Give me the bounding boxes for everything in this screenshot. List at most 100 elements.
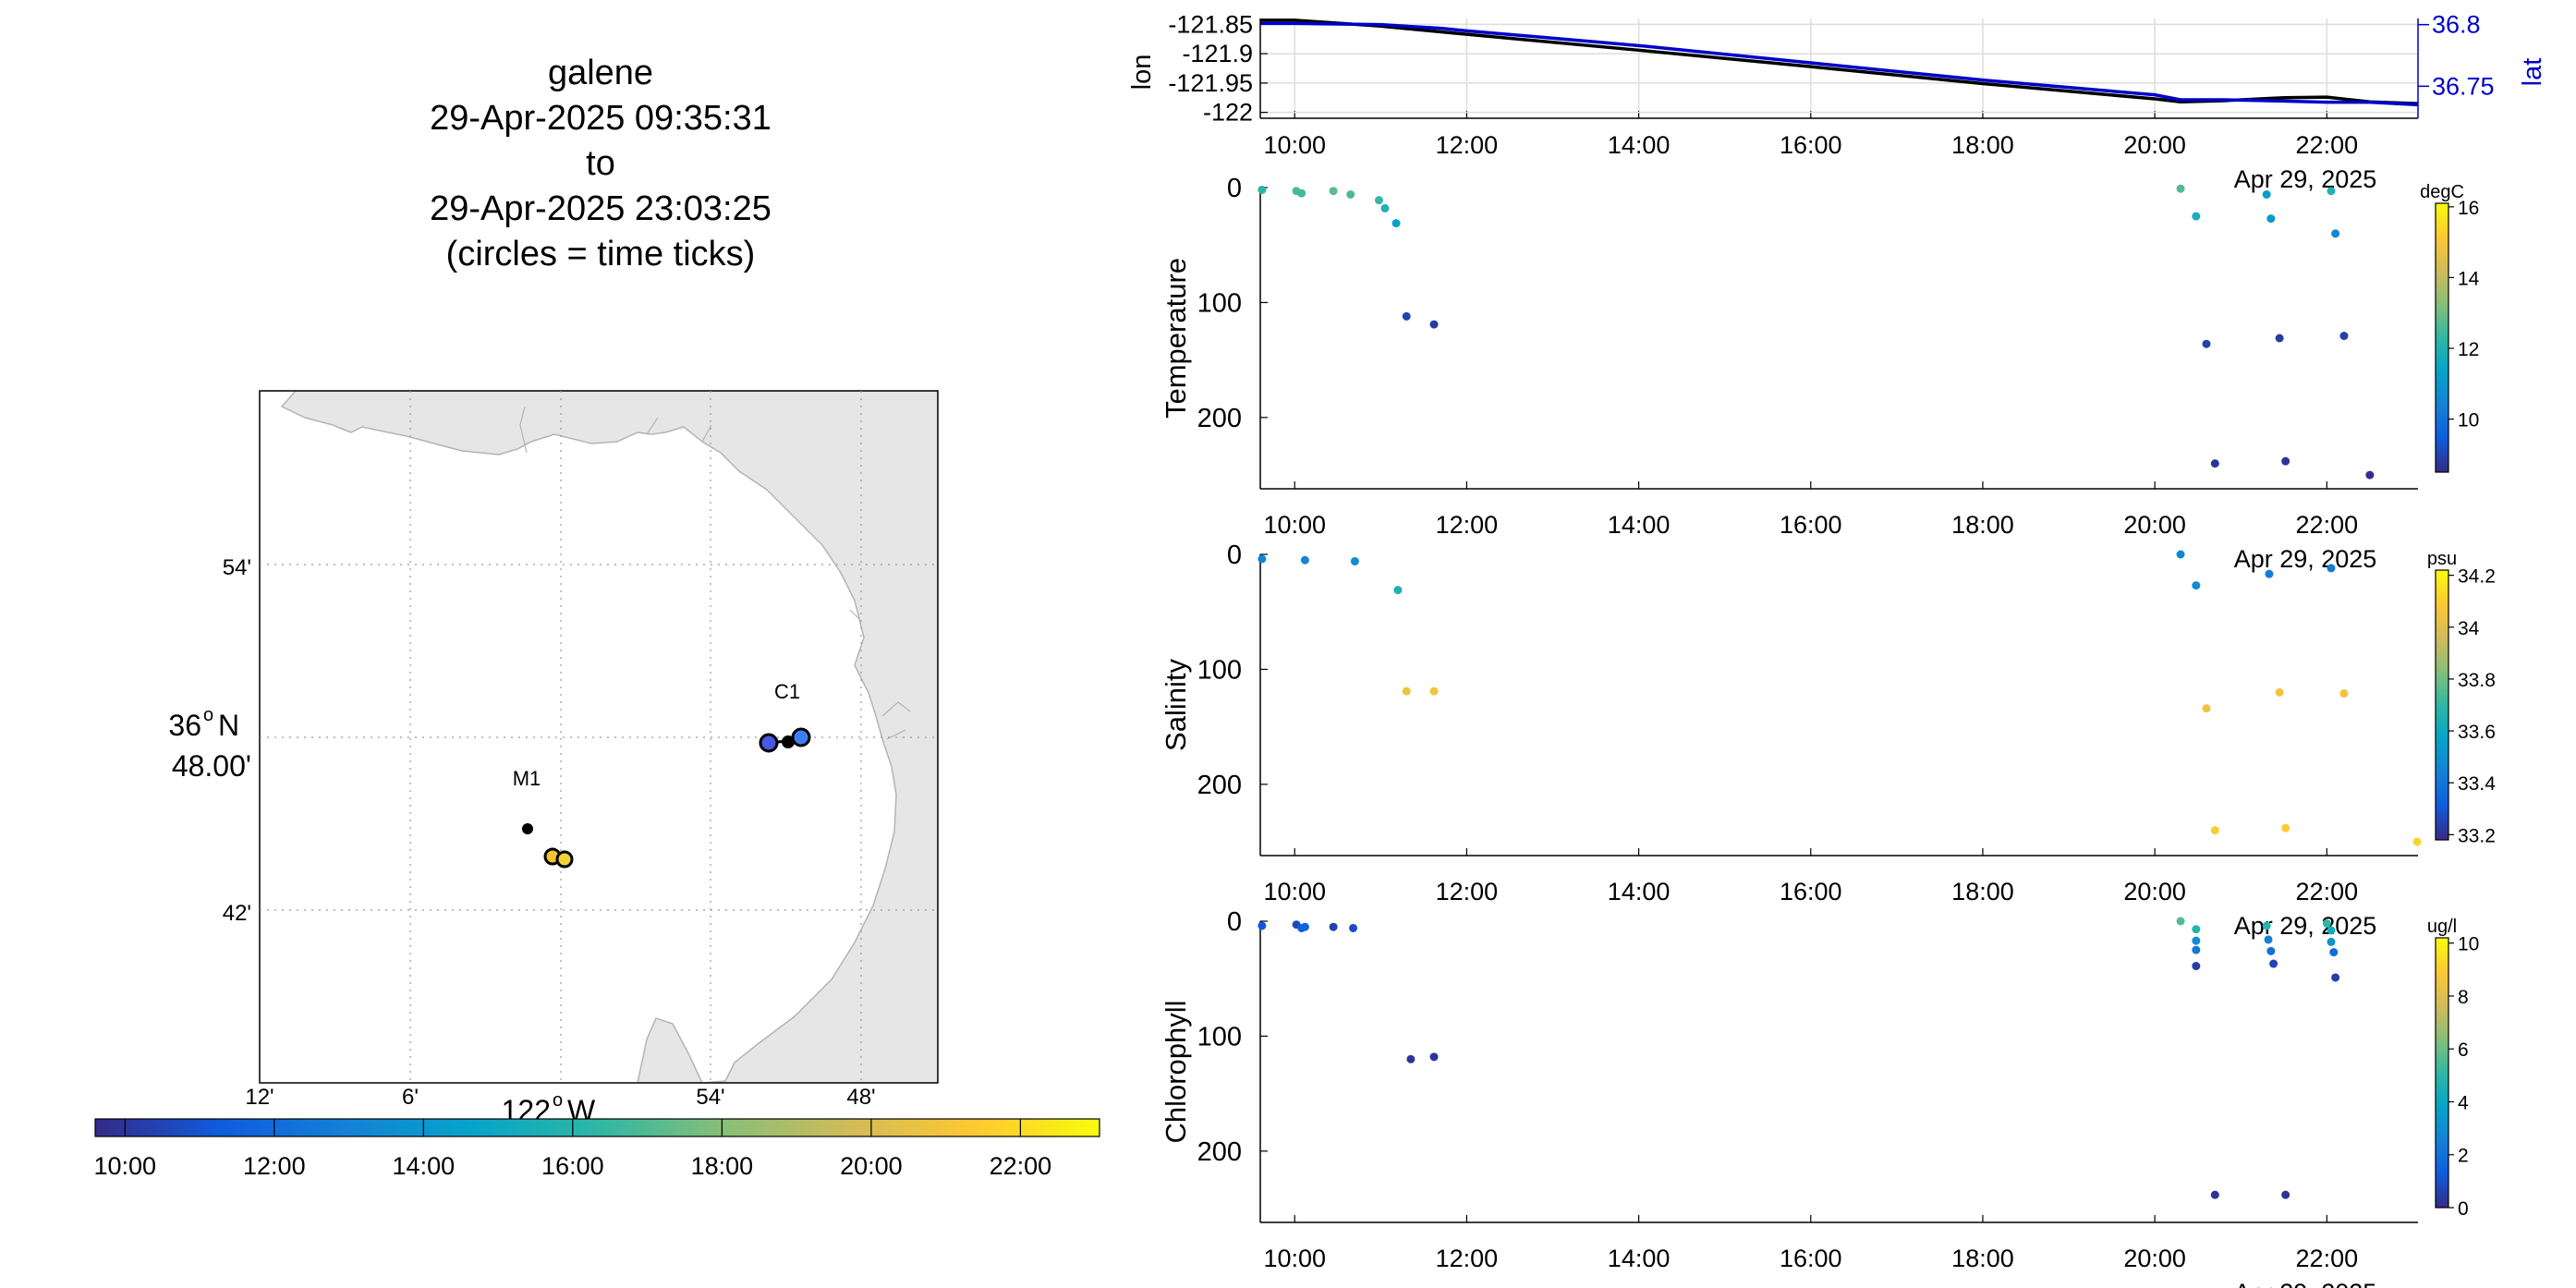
vehicle-track [543,727,811,869]
y-tick-label: -121.9 [1182,40,1253,67]
x-tick-label: 20:00 [2123,511,2186,539]
x-tick-label: 12:00 [1436,1245,1499,1272]
data-point [2192,945,2201,954]
y-tick-label: 100 [1197,1022,1242,1051]
station-label-c1: C1 [774,680,800,703]
colorbar-tick-label: 0 [2458,1198,2469,1220]
data-point [2210,826,2219,835]
map-lat-minutes: 48.00' [172,749,251,783]
x-tick-label: 14:00 [1608,1245,1671,1272]
map-graticule [260,391,938,1083]
data-point [1300,922,1309,931]
colorbar-tick-label: 14 [2458,268,2480,289]
y-tick-label: 100 [1197,288,1242,318]
x-tick-label: 16:00 [1780,878,1842,905]
data-point [1329,187,1338,196]
map-lon-tick-6: 6' [402,1085,419,1110]
time-colorbar: 10:00 12:00 14:00 16:00 18:00 20:00 22:00 [94,1118,1100,1180]
time-colorbar-tick-label: 18:00 [691,1152,754,1180]
map-lon-tick-54: 54' [696,1085,724,1110]
track-time-tick-2200 [791,727,811,747]
x-tick-label: 22:00 [2296,511,2359,539]
time-colorbar-tick-label: 14:00 [393,1152,456,1180]
colorbar [2435,202,2449,473]
data-point [2329,948,2339,957]
x-axis-date-label: Apr 29, 2025 [2234,912,2377,940]
temperature-panel: 10:00 12:00 14:00 16:00 18:00 20:00 22:00 Apr 2… [1160,174,2480,573]
data-point [2281,1190,2290,1199]
lon-lat-panel: 10:00 12:00 14:00 16:00 18:00 20:00 22:00 Apr 2… [1127,10,2547,193]
y-tick-label: 200 [1197,404,1242,433]
y-tick-label: -121.85 [1168,10,1253,38]
colorbar-tick-label: 4 [2458,1092,2469,1113]
data-point [2281,823,2290,832]
time-colorbar-tick-label: 20:00 [840,1152,903,1180]
title-to: to [586,144,615,183]
colorbar-tick-label: 12 [2458,339,2479,360]
colorbar-tick-label: 2 [2458,1146,2469,1167]
salinity-panel: 10:00 12:00 14:00 16:00 18:00 20:00 22:00 Apr 2… [1160,541,2496,940]
data-point [1380,203,1390,213]
land-mass [260,391,938,1083]
colorbar [2435,937,2449,1209]
x-tick-label: 22:00 [2296,131,2359,159]
river-1 [519,406,911,740]
data-point [2176,550,2185,559]
data-point [2176,917,2185,926]
map-lat-degrees: 36 [168,709,201,742]
x-tick-label: 16:00 [1780,131,1842,159]
y-tick-label: 0 [1227,907,1242,937]
data-point [1258,185,1267,194]
data-point [2412,837,2422,846]
x-tick-label: 20:00 [2123,1245,2186,1272]
x-tick-label: 18:00 [1951,511,2014,539]
colorbar-tick-label: 8 [2458,987,2469,1008]
x-tick-label: 10:00 [1263,511,1326,539]
track-time-tick-2000 [759,733,779,753]
time-colorbar-tick-label: 22:00 [990,1152,1052,1180]
data-point [2327,937,2336,946]
data-point [2266,214,2276,224]
data-point [1374,196,1383,205]
colorbar-tick-label: 34 [2458,618,2480,639]
y-tick-label: 200 [1197,771,1242,800]
station-marker-m1 [522,823,533,834]
data-point [2264,935,2273,944]
data-point [2265,569,2274,578]
x-tick-label: 16:00 [1780,511,1842,539]
series-line-lon [1260,18,2419,105]
data-point [1297,188,1306,198]
colorbar-tick-label: 16 [2458,198,2479,219]
x-tick-label: 18:00 [1951,131,2014,159]
colorbar-tick-label: 33.6 [2458,722,2496,743]
x-axis-date-label: Apr 29, 2025 [2234,1279,2377,1288]
colorbar-tick-label: 34.2 [2458,566,2496,588]
x-tick-label: 16:00 [1780,1245,1842,1272]
data-point [2275,687,2284,697]
map-lat-tick-42: 42' [223,901,251,926]
colorbar-unit-label: psu [2427,549,2457,569]
y-tick-label: 200 [1197,1137,1242,1167]
title-start-time: 29-Apr-2025 09:35:31 [430,99,772,138]
colorbar-tick-label: 33.8 [2458,670,2496,691]
x-tick-label: 14:00 [1608,878,1671,905]
x-tick-label: 22:00 [2296,1245,2359,1272]
data-point [2327,564,2336,573]
y-tick-label: -121.95 [1168,69,1253,97]
data-point [2210,1190,2219,1199]
data-point [2275,334,2284,343]
data-point [2327,926,2336,935]
map-lat-hemisphere: N [218,709,239,742]
data-point [2331,229,2340,238]
data-point [2210,459,2219,468]
map-lon-tick-12: 12' [245,1085,273,1110]
data-point [1429,687,1439,696]
time-colorbar-tick-label: 12:00 [243,1152,306,1180]
data-point [2331,973,2340,982]
x-tick-label: 14:00 [1608,511,1671,539]
y2-tick-label: 36.8 [2432,11,2481,39]
title-end-time: 29-Apr-2025 23:03:25 [430,189,772,228]
y-axis-label: Temperature [1160,258,1192,419]
y-axis-label: Salinity [1160,659,1192,751]
data-point [2281,456,2290,466]
